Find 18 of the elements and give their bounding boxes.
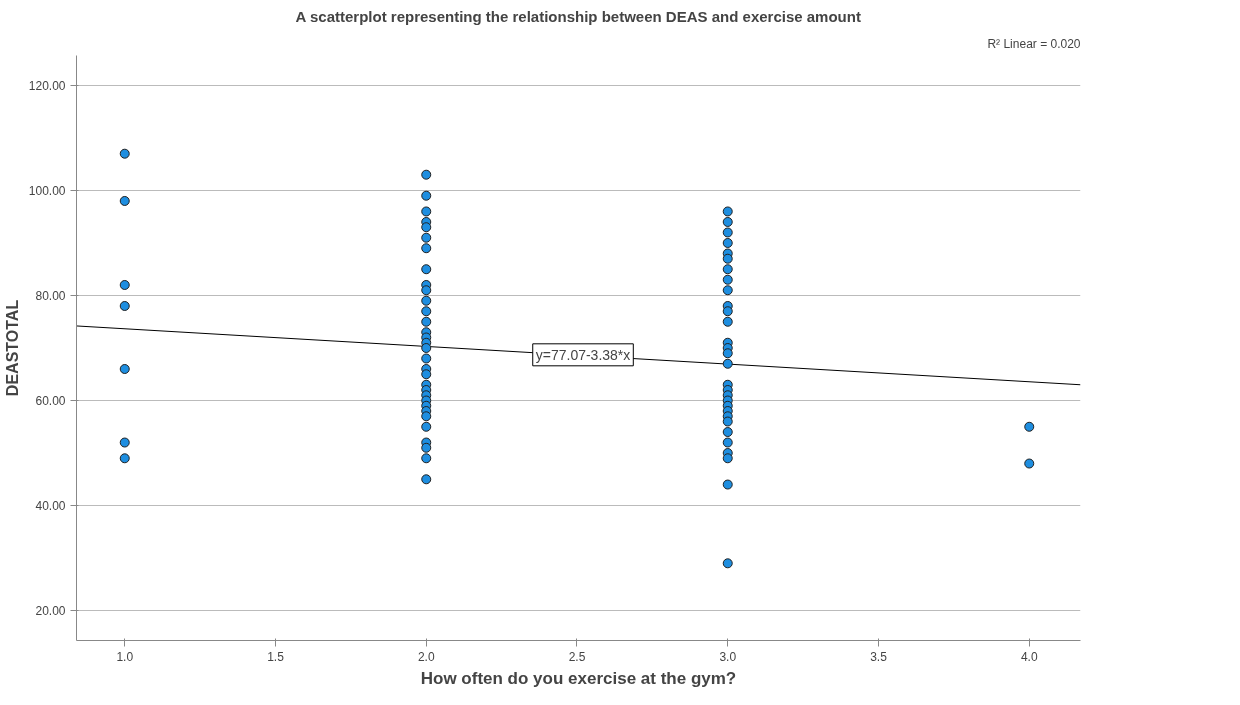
x-tick-label: 1.5 [267, 649, 285, 664]
x-axis-title: How often do you exercise at the gym? [420, 668, 737, 688]
y-tick-label: 40.00 [35, 499, 66, 514]
annotation: y=77.07-3.38*x [535, 346, 631, 363]
x-tick-label: 1.0 [116, 649, 134, 664]
y-axis-title: DEASTOTAL [3, 299, 21, 397]
y-tick-label: 120.00 [28, 78, 66, 93]
text: R² Linear = 0.020 [987, 36, 1081, 51]
x-tick-label: 3.0 [719, 649, 737, 664]
y-tick-label: 60.00 [35, 394, 66, 409]
x-tick-label: 3.5 [870, 649, 888, 664]
y-tick-label: 100.00 [28, 183, 66, 198]
x-tick-label: 2.0 [417, 649, 435, 664]
y-tick-label: 80.00 [35, 288, 66, 303]
y-tick-label: 20.00 [35, 604, 66, 619]
chart-title: A scatterplot representing the relationship between DEAS and exercise amount [295, 7, 861, 25]
x-tick-label: 4.0 [1020, 649, 1038, 664]
x-tick-label: 2.5 [568, 649, 586, 664]
